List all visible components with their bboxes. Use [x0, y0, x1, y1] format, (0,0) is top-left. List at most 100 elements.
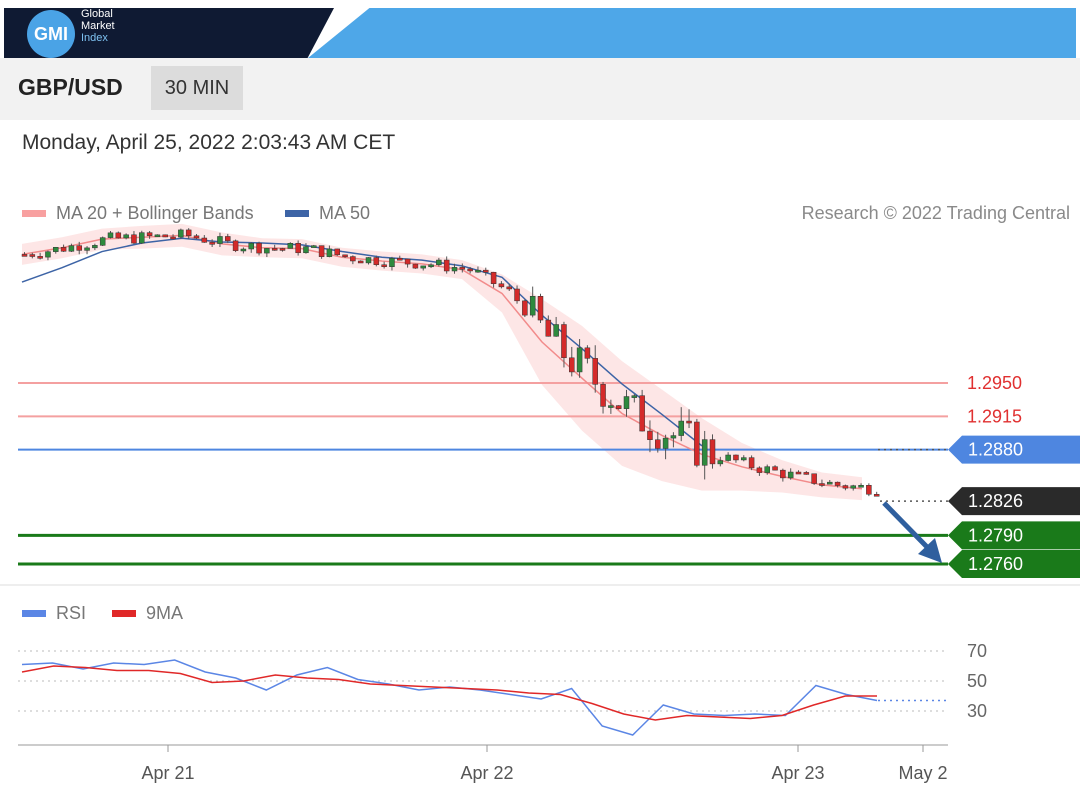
ma20-swatch: [22, 210, 46, 217]
candle-body: [647, 430, 653, 440]
ma50-swatch: [285, 210, 309, 217]
candle-body: [741, 457, 747, 461]
candle-body: [756, 467, 763, 473]
gmi-logo[interactable]: GMI: [27, 10, 75, 58]
candle: [287, 242, 294, 249]
candle: [178, 228, 184, 239]
forecast-arrow-shaft: [882, 501, 930, 550]
candle-body: [162, 234, 168, 238]
candle: [772, 465, 778, 471]
candle-body: [631, 395, 638, 398]
candle: [357, 260, 364, 264]
price-label-1.2826: 1.2826: [948, 487, 1080, 516]
candle-body: [342, 254, 348, 258]
candle: [803, 471, 810, 475]
candle-body: [694, 421, 700, 466]
price-label-text: 1.2880: [968, 440, 1023, 460]
candle: [475, 266, 481, 273]
candle-body: [803, 472, 810, 475]
x-tick-label: May 2: [898, 763, 947, 783]
candle-body: [748, 457, 755, 469]
candle: [725, 452, 731, 462]
candle: [811, 473, 817, 485]
candle: [842, 484, 849, 491]
price-label-1.2950: 1.2950: [967, 373, 1022, 393]
report-datetime: Monday, April 25, 2022 2:03:43 AM CET: [22, 131, 396, 154]
candle-body: [397, 257, 403, 261]
candle: [647, 420, 653, 453]
candle: [45, 250, 51, 261]
candle: [561, 321, 567, 368]
candle: [827, 479, 833, 485]
candle: [576, 339, 583, 378]
price-label-text: 1.2790: [968, 525, 1023, 545]
candle-body: [655, 439, 661, 449]
price-label-bg: [948, 435, 1080, 464]
research-credit: Research © 2022 Trading Central: [801, 203, 1070, 223]
candle-body: [717, 460, 724, 465]
candle-body: [154, 234, 161, 238]
candle: [498, 281, 505, 289]
candle: [850, 484, 856, 491]
price-label-bg: [948, 487, 1080, 516]
candle-body: [84, 247, 90, 251]
candle-body: [443, 259, 450, 272]
candle-body: [873, 494, 880, 497]
candle-body: [107, 232, 114, 238]
candle-body: [701, 439, 708, 466]
candle-body: [99, 237, 106, 246]
candle: [584, 345, 591, 364]
candle: [53, 246, 59, 254]
candle: [733, 454, 739, 463]
price-label-1.2915: 1.2915: [967, 406, 1022, 426]
candle: [795, 470, 802, 475]
candle: [490, 271, 497, 288]
candle: [146, 231, 153, 239]
timeframe-badge[interactable]: 30 MIN: [151, 66, 243, 110]
candle: [686, 409, 692, 429]
candle: [318, 245, 325, 259]
candle-body: [827, 481, 833, 485]
rsi-tick-label: 50: [967, 671, 987, 691]
candle-body: [569, 357, 575, 373]
candle-body: [662, 437, 669, 449]
candle-body: [53, 247, 59, 252]
candle: [592, 345, 598, 393]
candle-body: [271, 248, 278, 251]
x-tick-label: Apr 21: [141, 763, 194, 783]
price-label-1.2790: 1.2790: [948, 521, 1080, 550]
candle-body: [37, 256, 43, 259]
candle: [717, 456, 724, 467]
candle: [655, 431, 661, 453]
candle: [115, 231, 122, 239]
candle-body: [193, 235, 200, 239]
candle: [29, 252, 36, 259]
candle-body: [451, 267, 458, 272]
candle: [123, 233, 129, 240]
candle: [162, 234, 168, 238]
candle: [311, 244, 317, 248]
candle-body: [381, 264, 387, 267]
candle: [780, 468, 786, 482]
candle-body: [615, 405, 622, 409]
legend-ma20: MA 20 + Bollinger Bands: [22, 203, 254, 224]
candle-body: [639, 395, 645, 432]
candle-body: [170, 236, 176, 240]
candle-body: [146, 232, 153, 237]
candle-body: [842, 485, 849, 489]
candle-body: [240, 248, 247, 252]
forecast-arrow: [882, 501, 942, 563]
candle-body: [365, 257, 372, 264]
candle-body: [350, 256, 356, 262]
candle-body: [295, 243, 301, 254]
candle-body: [115, 232, 122, 239]
candle: [443, 256, 450, 274]
price-label-1.2880: 1.2880: [948, 435, 1080, 464]
candle-body: [311, 245, 317, 248]
candle-body: [514, 288, 520, 302]
candle: [694, 418, 700, 468]
candle-body: [467, 268, 473, 272]
candle: [701, 430, 708, 480]
site-header: GMI Global Market Index: [0, 0, 1080, 58]
